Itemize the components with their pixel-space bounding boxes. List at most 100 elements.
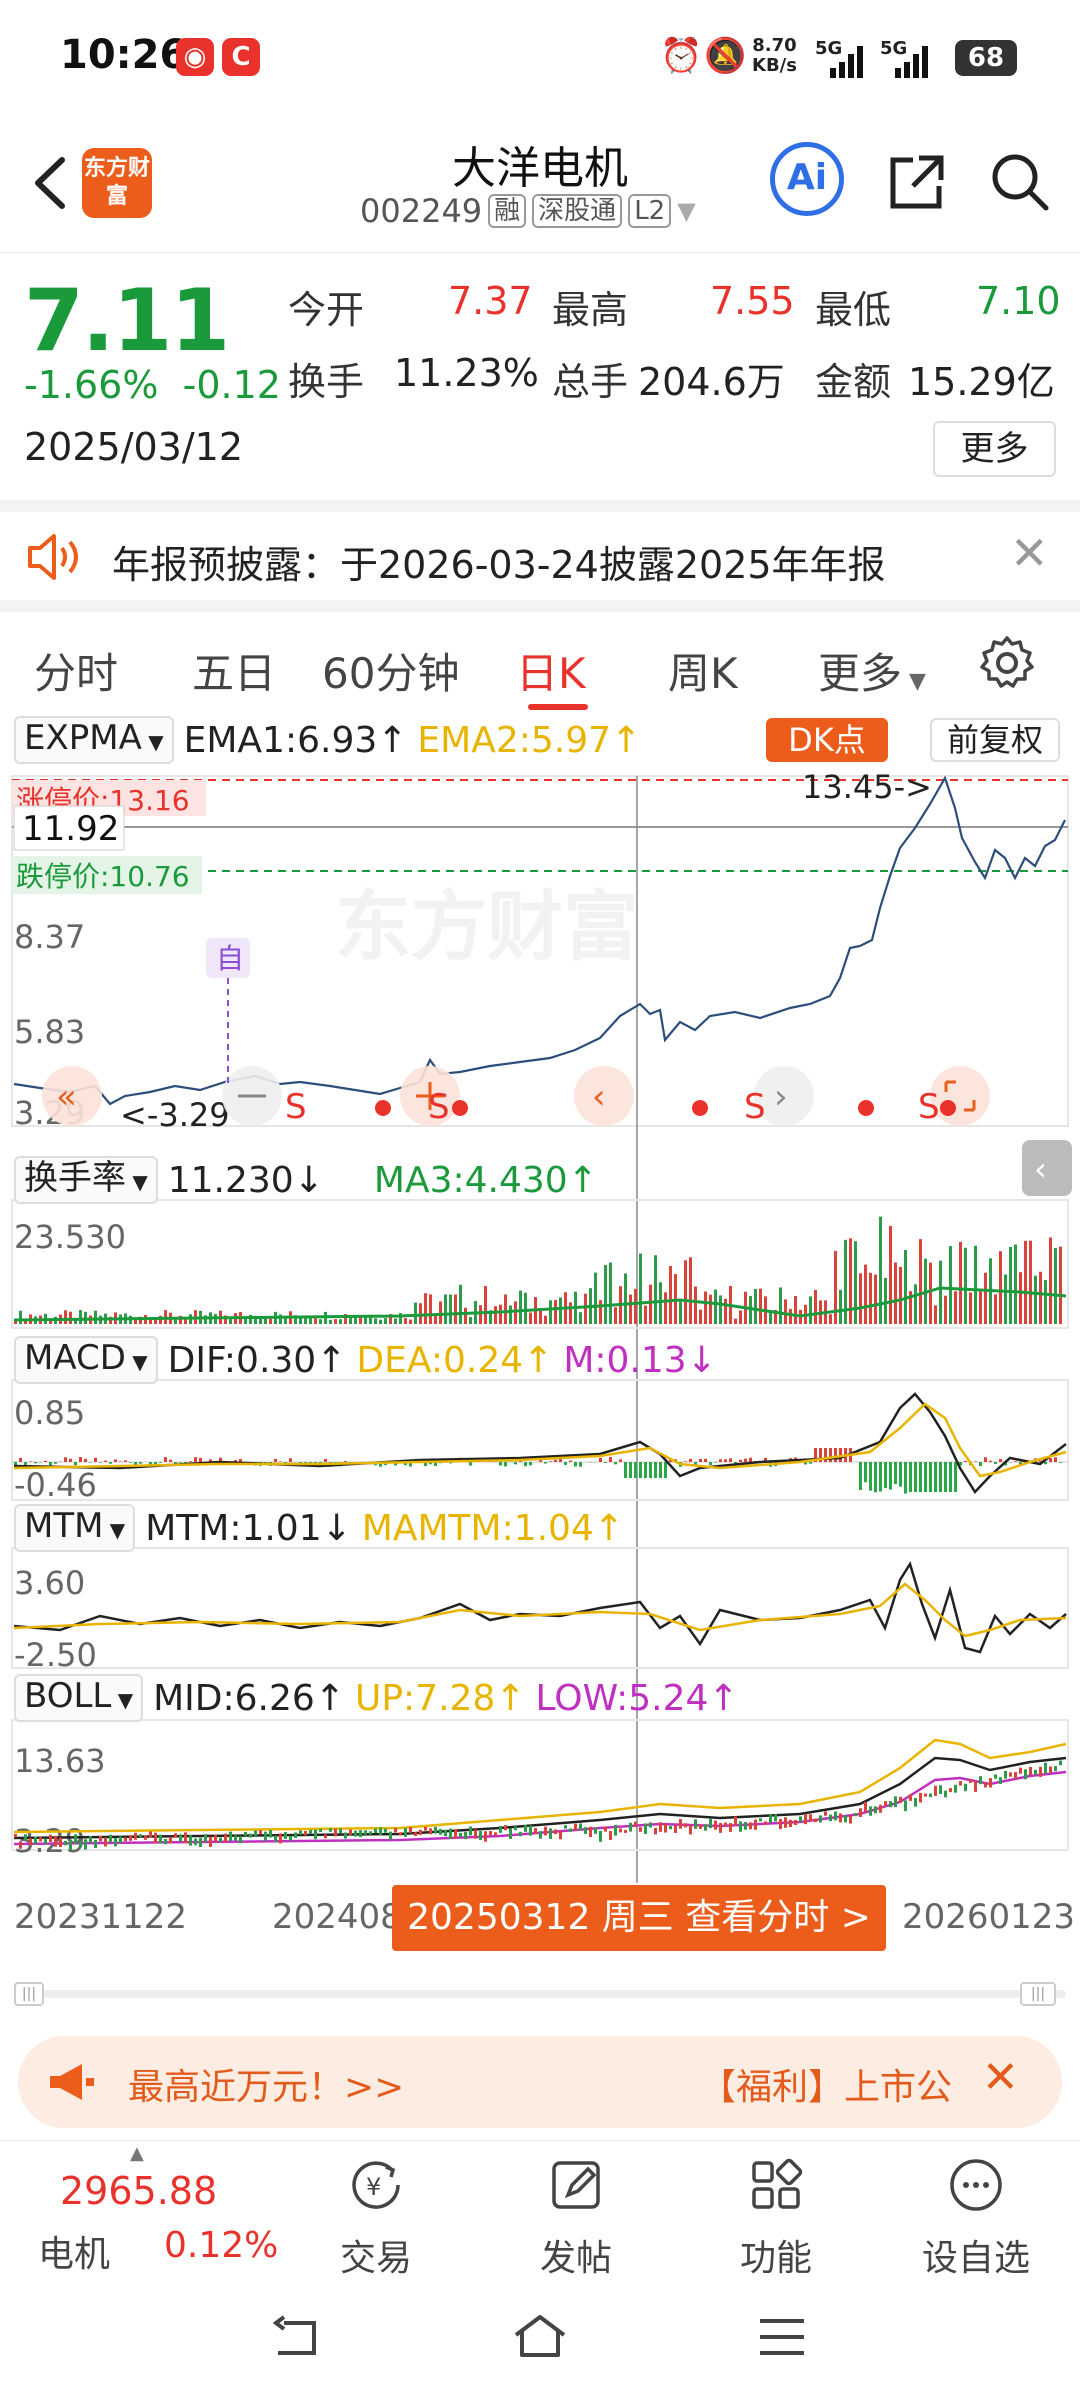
side-panel-toggle[interactable]	[1022, 1140, 1072, 1196]
nav-functions[interactable]: 功能	[696, 2141, 856, 2279]
boll-candle	[89, 1836, 92, 1843]
turnover-bar	[594, 1272, 597, 1324]
chart-range-scrollbar[interactable]: ||| |||	[14, 1982, 1066, 2006]
macd-header: MACD ▼ DIF:0.30↑ DEA:0.24↑ M:0.13↓	[14, 1336, 717, 1384]
ema2-value: EMA2:5.97↑	[417, 719, 642, 761]
volume-value: 204.6万	[638, 360, 785, 404]
close-icon[interactable]: ✕	[1010, 526, 1049, 580]
turnover-bar	[514, 1301, 517, 1324]
nav-post[interactable]: 发帖	[496, 2141, 656, 2279]
macd-selector[interactable]: MACD ▼	[14, 1336, 158, 1384]
adjust-price-button[interactable]: 前复权	[930, 718, 1060, 762]
boll-candle	[684, 1823, 687, 1828]
app-notification-icon-2: C	[222, 38, 260, 76]
share-icon[interactable]	[885, 150, 949, 214]
chevron-down-icon[interactable]: ▼	[677, 197, 696, 225]
macd-dea-line	[13, 1402, 1067, 1478]
rewind-glyph: «	[56, 1077, 77, 1117]
turnover-bar	[1049, 1237, 1052, 1324]
turnover-bar	[874, 1274, 877, 1324]
boll-candle	[554, 1829, 557, 1835]
turnover-bar	[94, 1310, 97, 1324]
boll-candle	[274, 1835, 277, 1842]
turnover-bar	[1004, 1274, 1007, 1324]
turnover-bar	[644, 1305, 647, 1324]
tab-60min[interactable]: 60分钟	[322, 649, 460, 698]
system-home-icon[interactable]	[510, 2311, 570, 2361]
ai-icon[interactable]: Ai	[770, 142, 844, 216]
tab-intraday[interactable]: 分时	[34, 649, 119, 698]
macd-bar	[424, 1462, 427, 1467]
macd-bar	[64, 1457, 67, 1462]
macd-bar	[704, 1458, 707, 1462]
boll-candle	[899, 1796, 902, 1803]
promo-text-left: 最高近万元！>>	[128, 2067, 405, 2108]
system-menu-icon[interactable]	[754, 2315, 810, 2359]
volume-label: 总手	[552, 360, 629, 404]
mtm-selector[interactable]: MTM ▼	[14, 1504, 136, 1552]
range-handle-left[interactable]: |||	[14, 1982, 44, 2006]
high-label: 最高	[552, 288, 629, 332]
tab-more[interactable]: 更多 ▼	[818, 649, 926, 698]
turnover-bar	[599, 1300, 602, 1324]
macd-bar	[669, 1458, 672, 1462]
boll-candle	[109, 1834, 112, 1843]
boll-candle	[519, 1831, 522, 1837]
view-intraday-button[interactable]: 20250312 周三 查看分时 >	[392, 1885, 886, 1951]
macd-bar	[564, 1462, 567, 1465]
boll-candle	[979, 1776, 982, 1785]
range-handle-right[interactable]: |||	[1020, 1982, 1056, 2006]
boll-candle	[929, 1793, 932, 1798]
system-back-icon[interactable]	[270, 2313, 326, 2363]
close-promo-icon[interactable]: ✕	[982, 2052, 1019, 2103]
tab-daily-k[interactable]: 日K	[516, 649, 586, 698]
tab-weekly-k[interactable]: 周K	[668, 649, 738, 698]
chevron-left-icon: ‹	[1034, 1150, 1047, 1188]
promo-banner[interactable]: 最高近万元！>> 【福利】上市公 ✕	[18, 2036, 1062, 2128]
macd-bar	[179, 1462, 182, 1463]
boll-candle	[34, 1836, 37, 1845]
signal-icon-2	[895, 46, 928, 78]
tab-five-day[interactable]: 五日	[192, 649, 277, 698]
boll-candle	[649, 1822, 652, 1828]
boll-selector[interactable]: BOLL ▼	[14, 1674, 144, 1722]
network-speed: 8.70 KB/s	[752, 35, 797, 76]
nav-trade[interactable]: ¥ 交易	[296, 2141, 456, 2279]
turnover-bar	[919, 1239, 922, 1324]
rewind-icon[interactable]	[42, 1066, 102, 1126]
boll-candle	[284, 1832, 287, 1839]
turnover-bar	[639, 1253, 642, 1324]
boll-candle	[814, 1818, 817, 1823]
date-start: 20231122	[14, 1897, 188, 1937]
next-icon[interactable]	[754, 1066, 814, 1126]
boll-candle	[774, 1814, 777, 1822]
macd-bar	[234, 1460, 237, 1462]
macd-bar	[889, 1462, 892, 1490]
boll-candle	[129, 1835, 132, 1841]
boll-candle	[489, 1830, 492, 1836]
macd-bar	[194, 1457, 197, 1462]
boll-candle	[639, 1827, 642, 1832]
nav-add-watchlist[interactable]: 设自选	[896, 2141, 1056, 2279]
turnover-bar	[489, 1310, 492, 1324]
dk-point-button[interactable]: DK点	[766, 718, 888, 762]
search-icon[interactable]	[988, 150, 1052, 214]
index-value[interactable]: 2965.88	[60, 2169, 218, 2213]
turnover-bar	[809, 1296, 812, 1324]
back-arrow-icon[interactable]	[24, 148, 84, 218]
chart-canvas[interactable]: 东方财富 涨停价:13.16 跌停价:10.76 11.92 8.37 5.83…	[0, 768, 1080, 1898]
turnover-bar	[604, 1264, 607, 1324]
turnover-bar	[394, 1318, 397, 1324]
macd-bar	[109, 1462, 112, 1464]
settings-gear-icon[interactable]	[978, 634, 1036, 692]
prev-icon[interactable]	[574, 1066, 634, 1126]
boll-candle	[569, 1828, 572, 1832]
more-quote-button[interactable]: 更多	[933, 421, 1056, 477]
chart-area[interactable]: EXPMA ▼ EMA1:6.93↑ EMA2:5.97↑ DK点 前复权 东方…	[0, 708, 1080, 1978]
boll-candle	[194, 1838, 197, 1846]
turnover-bar	[259, 1318, 262, 1324]
turnover-bar	[314, 1318, 317, 1324]
turnover-selector[interactable]: 换手率 ▼	[14, 1156, 158, 1204]
expma-selector[interactable]: EXPMA ▼	[14, 716, 174, 764]
notice-bar[interactable]: 年报预披露：于2026-03-24披露2025年年报 ✕	[0, 500, 1080, 600]
